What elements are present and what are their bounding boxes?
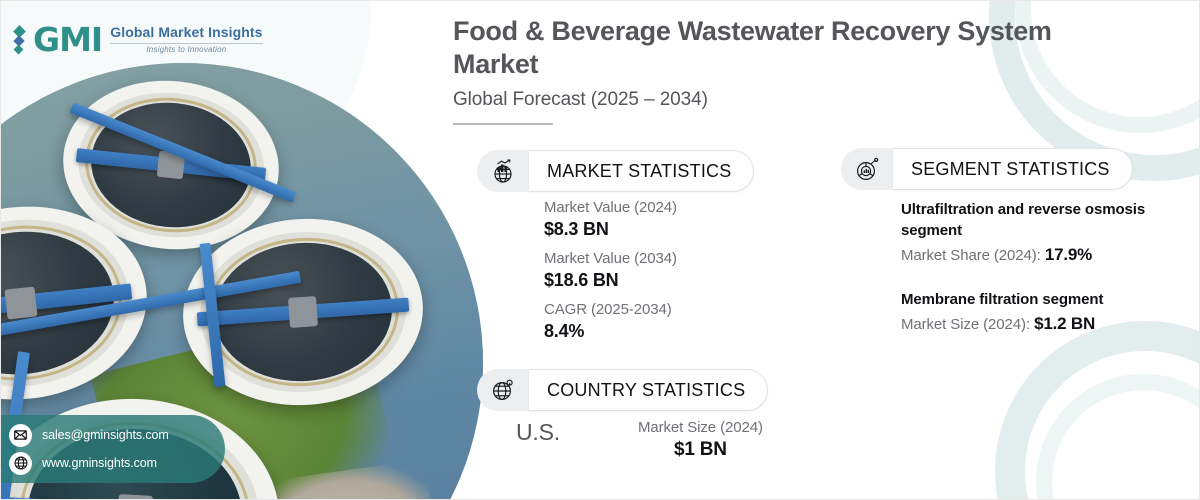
segment-metric-value: 17.9% [1044, 244, 1093, 264]
logo-tagline: Insights to Innovation [146, 44, 227, 54]
contact-website-row[interactable]: www.gminsights.com [9, 451, 225, 475]
stat-item: CAGR (2025-2034) 8.4% [544, 301, 677, 343]
segment-statistics-list: Ultrafiltration and reverse osmosis segm… [901, 199, 1181, 358]
envelope-icon [9, 423, 32, 447]
globe-pin-icon [477, 369, 529, 411]
contact-email-row[interactable]: sales@gminsights.com [9, 423, 225, 447]
segment-item: Membrane filtration segment Market Size … [901, 289, 1181, 336]
logo-wordmark: Global Market Insights Insights to Innov… [110, 23, 263, 54]
stat-value: $8.3 BN [544, 218, 609, 239]
country-metric-label: Market Size (2024) [637, 419, 763, 436]
stat-label: CAGR (2025-2034) [544, 301, 672, 319]
stat-item: Market Value (2034) $18.6 BN [544, 250, 677, 292]
segment-item: Ultrafiltration and reverse osmosis segm… [901, 199, 1181, 267]
decorative-arc-bottom-right-inner [1036, 374, 1199, 499]
header-divider [453, 122, 553, 125]
hero-photo-disc [1, 63, 483, 499]
logo-abbr: GMI [33, 20, 103, 59]
country-statistics-body: U.S. Market Size (2024) $1 BN [516, 419, 763, 462]
page-subtitle: Global Forecast (2025 – 2034) [453, 88, 708, 110]
stat-item: Market Value (2024) $8.3 BN [544, 199, 677, 241]
logo-divider [110, 42, 263, 44]
segment-metric-value: $1.2 BN [1034, 313, 1096, 333]
stat-value: 8.4% [544, 321, 585, 342]
contact-website: www.gminsights.com [42, 456, 157, 470]
page-title: Food & Beverage Wastewater Recovery Syst… [453, 16, 1052, 79]
country-metric: Market Size (2024) $1 BN [638, 419, 763, 462]
country-statistics-header: COUNTRY STATISTICS [477, 369, 769, 411]
logo-company-name: Global Market Insights [110, 23, 263, 40]
header: Food & Beverage Wastewater Recovery Syst… [453, 15, 1093, 125]
globe-bar-chart-icon [477, 150, 529, 192]
segment-metric: Market Share (2024): 17.9% [901, 243, 1181, 268]
country-metric-value: $1 BN [673, 438, 727, 460]
segment-title: Membrane filtration segment [901, 291, 1104, 309]
brand-logo[interactable]: GMI Global Market Insights Insights to I… [13, 20, 263, 59]
stat-label: Market Value (2024) [544, 199, 677, 216]
globe-icon [9, 451, 32, 475]
segment-statistics-header: SEGMENT STATISTICS [841, 148, 1133, 190]
contact-bar: sales@gminsights.com www.gminsights.com [1, 415, 225, 483]
market-statistics-header: MARKET STATISTICS [477, 150, 755, 192]
segment-statistics-label: SEGMENT STATISTICS [893, 148, 1133, 190]
stat-label: Market Value (2034) [544, 250, 677, 268]
segment-metric-label: Market Share (2024): [901, 246, 1045, 264]
donut-chart-arrow-icon [841, 148, 893, 190]
segment-metric-label: Market Size (2024): [901, 315, 1035, 333]
stat-value: $18.6 BN [544, 269, 619, 290]
segment-title: Ultrafiltration and reverse osmosis segm… [901, 201, 1146, 240]
country-name: U.S. [516, 419, 560, 445]
segment-metric: Market Size (2024): $1.2 BN [901, 312, 1181, 337]
contact-email: sales@gminsights.com [42, 428, 169, 442]
market-statistics-list: Market Value (2024) $8.3 BN Market Value… [544, 199, 677, 352]
country-statistics-label: COUNTRY STATISTICS [529, 369, 769, 411]
market-statistics-label: MARKET STATISTICS [529, 150, 755, 192]
gmi-diamond-icon [13, 24, 26, 54]
